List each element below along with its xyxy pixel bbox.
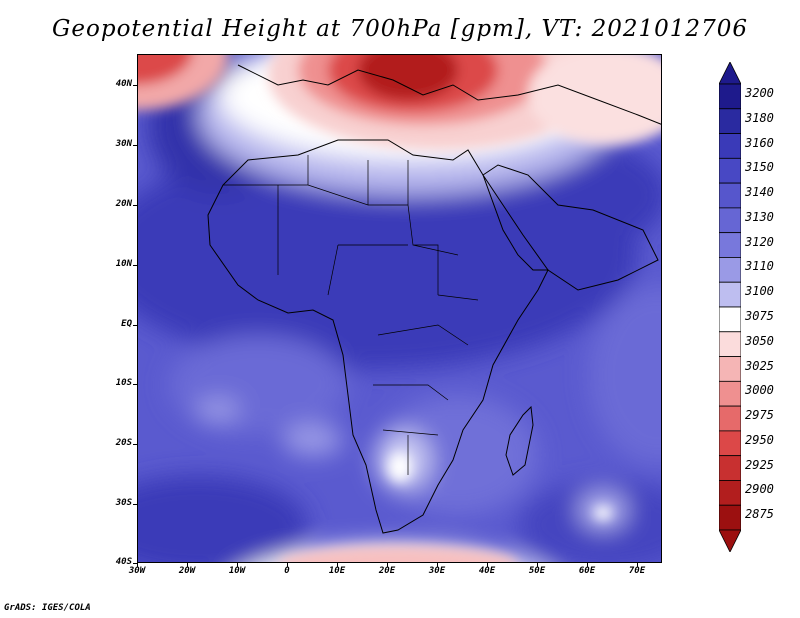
lon-tick xyxy=(537,563,538,567)
lon-tick xyxy=(187,563,188,567)
colorbar-cell xyxy=(719,83,741,110)
colorbar-cell xyxy=(719,306,741,333)
lon-label-0: 0 xyxy=(284,566,290,576)
colorbar-label: 3180 xyxy=(745,110,774,125)
lat-tick xyxy=(133,205,137,206)
lon-tick xyxy=(437,563,438,567)
colorbar-cell xyxy=(719,133,741,159)
colorbar-cell xyxy=(719,504,741,531)
europe-coastline xyxy=(237,64,661,125)
field-red-lows xyxy=(138,55,661,562)
lat-label-10n: 10N xyxy=(115,259,132,269)
lon-tick xyxy=(237,563,238,567)
colorbar-label: 2975 xyxy=(745,408,774,423)
lon-tick xyxy=(487,563,488,567)
lon-tick xyxy=(387,563,388,567)
colorbar-label: 3025 xyxy=(745,358,774,373)
lat-label-40s: 40S xyxy=(115,557,132,567)
lon-tick xyxy=(637,563,638,567)
colorbar-label: 3200 xyxy=(745,86,774,100)
lat-tick xyxy=(133,384,137,385)
lat-label-30n: 30N xyxy=(115,139,132,149)
geopotential-map xyxy=(138,55,661,562)
lat-tick xyxy=(133,325,137,326)
colorbar-label: 2875 xyxy=(745,507,774,522)
africa-coastline xyxy=(207,139,549,534)
colorbar-label: 3150 xyxy=(745,160,774,175)
lon-label-10e: 10E xyxy=(328,566,346,576)
colorbar-label: 3110 xyxy=(745,259,774,274)
colorbar-cell xyxy=(719,455,741,481)
lon-tick xyxy=(337,563,338,567)
colorbar-cell xyxy=(719,232,741,258)
colorbar-label: 3130 xyxy=(745,209,774,224)
lon-label-50e: 50E xyxy=(528,566,546,576)
lon-tick xyxy=(287,563,288,567)
lon-tick xyxy=(587,563,588,567)
colorbar-cell xyxy=(719,182,741,209)
lat-tick xyxy=(133,265,137,266)
colorbar-label: 3050 xyxy=(745,333,774,348)
colorbar-top-arrow xyxy=(719,62,741,85)
colorbar-cell xyxy=(719,405,741,432)
lon-label-30e: 30E xyxy=(428,566,446,576)
arabia-coastline xyxy=(482,164,659,291)
footer-credit: GrADS: IGES/COLA xyxy=(4,603,91,613)
colorbar-cell xyxy=(719,157,741,184)
lat-label-30s: 30S xyxy=(115,498,132,508)
lon-label-10w: 10W xyxy=(228,566,246,576)
colorbar-cell xyxy=(719,207,741,234)
map-title: Geopotential Height at 700hPa [gpm], VT:… xyxy=(52,16,748,42)
colorbar-label: 3100 xyxy=(745,284,774,299)
lon-label-30w: 30W xyxy=(128,566,146,576)
lon-tick xyxy=(137,563,138,567)
colorbar-cell xyxy=(719,380,741,407)
lon-label-20w: 20W xyxy=(178,566,196,576)
lat-tick xyxy=(133,504,137,505)
map-panel xyxy=(137,54,662,563)
lat-label-10s: 10S xyxy=(115,378,132,388)
lon-label-20e: 20E xyxy=(378,566,396,576)
lon-label-70e: 70E xyxy=(628,566,646,576)
lon-label-60e: 60E xyxy=(578,566,596,576)
lat-tick xyxy=(133,145,137,146)
lat-tick xyxy=(133,444,137,445)
colorbar-label: 3075 xyxy=(745,309,774,323)
lon-label-40e: 40E xyxy=(478,566,496,576)
lat-label-eq: EQ xyxy=(121,319,132,329)
colorbar-cell xyxy=(719,480,741,506)
colorbar-cell xyxy=(719,281,741,308)
lat-tick xyxy=(133,563,137,564)
colorbar-cell xyxy=(719,430,741,457)
colorbar-cell xyxy=(719,108,741,134)
colorbar-label: 3160 xyxy=(745,135,774,150)
colorbar-cell xyxy=(719,257,741,283)
colorbar-cell xyxy=(719,356,741,382)
lat-label-20s: 20S xyxy=(115,438,132,448)
colorbar xyxy=(719,62,741,552)
colorbar-label: 3140 xyxy=(745,185,774,200)
country-borders xyxy=(223,155,479,475)
colorbar-label: 3120 xyxy=(745,234,774,249)
lat-label-40n: 40N xyxy=(115,79,132,89)
madagascar-coastline xyxy=(505,405,534,476)
colorbar-bottom-arrow xyxy=(719,529,741,552)
colorbar-label: 2950 xyxy=(745,432,774,447)
lat-label-20n: 20N xyxy=(115,199,132,209)
colorbar-label: 2900 xyxy=(745,482,774,497)
lat-tick xyxy=(133,85,137,86)
colorbar-cell xyxy=(719,331,741,357)
colorbar-label: 2925 xyxy=(745,457,774,472)
colorbar-label: 3000 xyxy=(745,383,774,398)
